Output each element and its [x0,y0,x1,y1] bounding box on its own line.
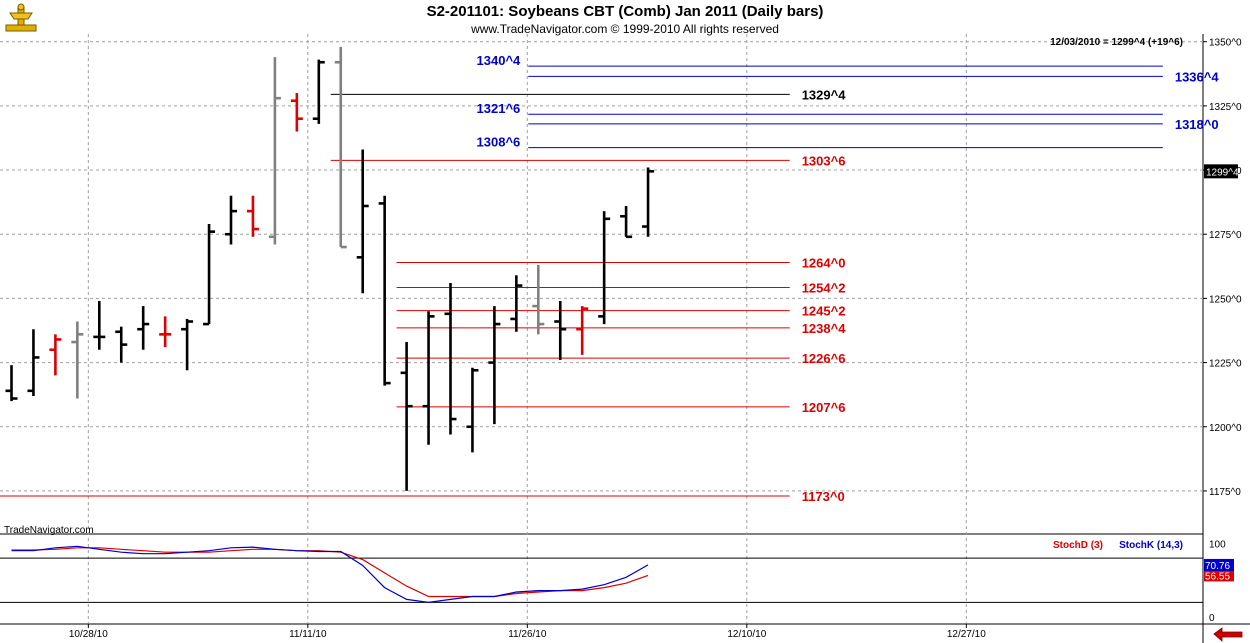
legend-stochd: StochD (3) [1053,540,1103,551]
level-label: 1207^6 [802,400,846,415]
scroll-left-arrow-icon[interactable] [1212,627,1244,642]
ohlc-bar [400,342,413,491]
level-label: 1245^2 [802,304,846,319]
grid-layer [0,34,1250,643]
ohlc-bar [642,167,655,237]
date-tick-label: 10/28/10 [69,629,108,640]
chart-subtitle: www.TradeNavigator.com © 1999-2010 All r… [471,22,779,36]
ohlc-bar [93,300,106,350]
chart-title: S2-201101: Soybeans CBT (Comb) Jan 2011 … [426,3,824,20]
ohlc-bar [181,318,194,371]
last-price-label: 1299^4 [1206,167,1239,178]
ohlc-bar [137,306,150,350]
stoch-tick-label: 100 [1209,539,1226,550]
level-label: 1254^2 [802,280,846,295]
date-tick-label: 12/10/10 [727,629,766,640]
axis-layer: 10/28/10 11/11/10 11/26/10 12/10/10 12/27/10… [69,38,1244,642]
price-tick-label: 1250^0 [1209,294,1242,305]
scroll-arrow-shape[interactable] [1213,627,1243,642]
stoch-last-label: 56.55 [1205,571,1230,582]
ohlc-bar [620,205,633,239]
stoch-line [11,547,649,598]
level-label: 1336^4 [1175,69,1220,84]
stoch-line [11,545,649,604]
level-label: 1264^0 [802,255,846,270]
ohlc-bar [5,365,18,402]
stoch-last-label: 70.76 [1205,561,1230,572]
date-tick-label: 11/11/10 [289,629,327,640]
stoch-last-box [1204,558,1234,571]
level-label: 1340^4 [477,53,522,68]
ohlc-bar [356,149,369,294]
ohlc-bar [334,46,347,249]
ohlc-bar [246,195,259,237]
ohlc-bar [312,59,325,124]
ohlc-bar [49,334,62,376]
price-tick-label: 1350^0 [1209,38,1242,49]
ohlc-bar [576,306,589,355]
ohlc-bar [268,57,281,245]
ohlc-bar [466,367,479,453]
level-label: 1329^4 [802,87,847,102]
ohlc-bar [225,195,237,245]
ohlc-bar [554,300,567,361]
price-tick-label: 1225^0 [1209,359,1242,370]
ohlc-bar [115,326,128,363]
level-label: 1226^6 [802,351,846,366]
price-tick-label: 1325^0 [1209,102,1242,113]
ohlc-bar [159,316,172,348]
level-label: 1303^6 [802,153,846,168]
ohlc-bar [27,329,40,396]
date-tick-label: 12/27/10 [947,629,986,640]
ohlc-bar [488,306,501,425]
trade-navigator-logo-icon [4,3,38,33]
ohlc-bar [290,93,303,132]
price-tick-label: 1275^0 [1209,230,1242,241]
ohlc-bar [532,265,545,335]
ohlc-bar [203,223,216,326]
last-price-info: 12/03/2010 = 1299^4 (+19^6) [1050,37,1183,48]
price-tick-label: 1200^0 [1209,423,1242,434]
ohlc-bar [510,275,523,332]
last-price-box [1204,164,1238,179]
level-label: 1238^4 [802,321,847,336]
ohlc-bar [598,211,611,325]
ohlc-bar [378,195,391,386]
ohlc-bar [444,283,457,435]
level-label: 1308^6 [477,135,521,150]
legend-stochk: StochK (14,3) [1119,540,1183,551]
stoch-tick-label: 0 [1209,613,1215,624]
ohlc-bar [71,321,84,399]
price-bars [5,46,655,491]
ohlc-bar [422,311,435,445]
date-tick-label: 11/26/10 [508,629,547,640]
level-label: 1321^6 [477,101,521,116]
watermark: TradeNavigator.com [4,525,94,536]
price-tick-label: 1175^0 [1209,487,1241,498]
stochastic-panel: StochD (3) StochK (14,3) [0,540,1203,604]
level-label: 1173^0 [802,489,845,504]
stoch-last-box [1204,569,1234,582]
level-label: 1318^0 [1175,117,1219,132]
levels-layer: 1340^4 1336^4 1329^4 1321^6 1318^0 1308^6 1303… [0,53,1219,504]
